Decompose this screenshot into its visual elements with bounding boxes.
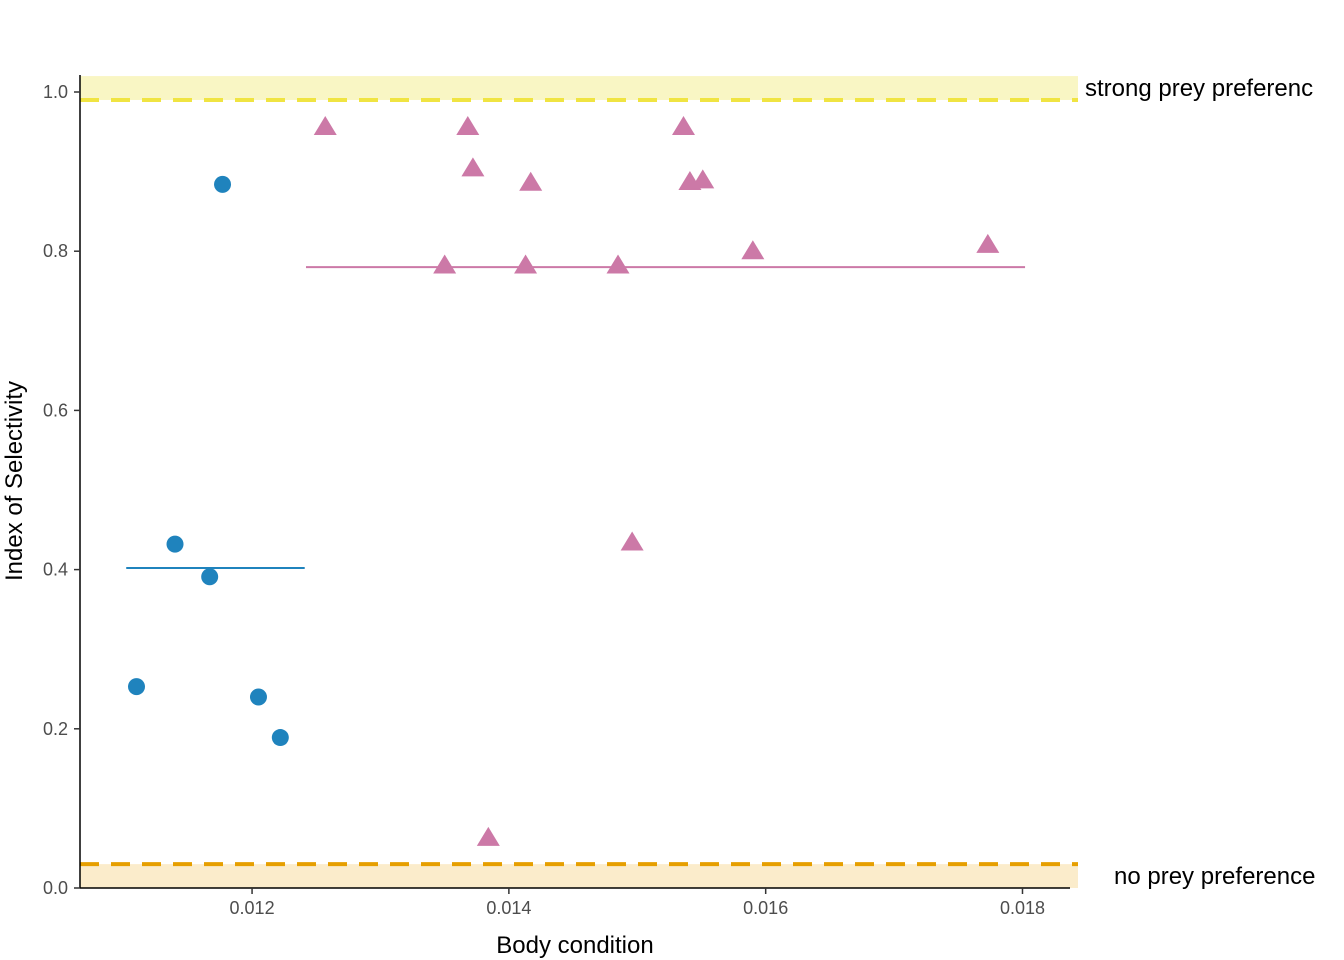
axes [79, 75, 1070, 889]
y-tick-label: 1.0 [43, 82, 68, 102]
reference-band-fill [80, 76, 1078, 100]
x-tick-label: 0.014 [486, 898, 531, 918]
band-label: strong prey preferenc [1085, 75, 1313, 102]
data-point-triangle [691, 169, 715, 189]
band-labels: strong prey preferenc no prey preference [1085, 75, 1315, 890]
data-point-triangle [976, 233, 1000, 253]
y-axis-title: Index of Selectivity [1, 381, 28, 581]
x-axis-title: Body condition [496, 932, 653, 959]
data-point-triangle [456, 116, 480, 136]
data-points [127, 116, 1000, 846]
y-ticks: 0.0 0.2 0.4 0.6 0.8 1.0 [43, 82, 80, 898]
y-tick-label: 0.4 [43, 560, 68, 580]
data-point-triangle [514, 254, 538, 274]
data-point-circle [127, 678, 145, 696]
data-point-circle [249, 688, 267, 706]
x-ticks: 0.012 0.014 0.016 0.018 [230, 888, 1045, 918]
x-tick-label: 0.018 [1000, 898, 1045, 918]
y-tick-label: 0.8 [43, 241, 68, 261]
data-point-triangle [672, 116, 696, 136]
mean-lines [126, 266, 1026, 570]
reference-band-fill [80, 864, 1078, 888]
data-point-triangle [476, 826, 500, 846]
x-tick-label: 0.016 [743, 898, 788, 918]
data-point-triangle [519, 171, 543, 191]
data-point-triangle [620, 531, 644, 551]
y-tick-label: 0.0 [43, 878, 68, 898]
data-point-circle [166, 535, 184, 553]
data-point-triangle [461, 157, 485, 177]
x-tick-label: 0.012 [230, 898, 275, 918]
data-point-circle [271, 729, 289, 747]
data-point-circle [201, 568, 219, 586]
y-tick-label: 0.6 [43, 400, 68, 420]
data-point-circle [214, 175, 232, 193]
data-point-triangle [606, 254, 630, 274]
data-point-triangle [741, 240, 765, 260]
data-point-triangle [433, 254, 457, 274]
data-point-triangle [313, 116, 337, 136]
reference-bands [80, 76, 1078, 888]
band-label: no prey preference [1114, 863, 1315, 890]
y-tick-label: 0.2 [43, 719, 68, 739]
